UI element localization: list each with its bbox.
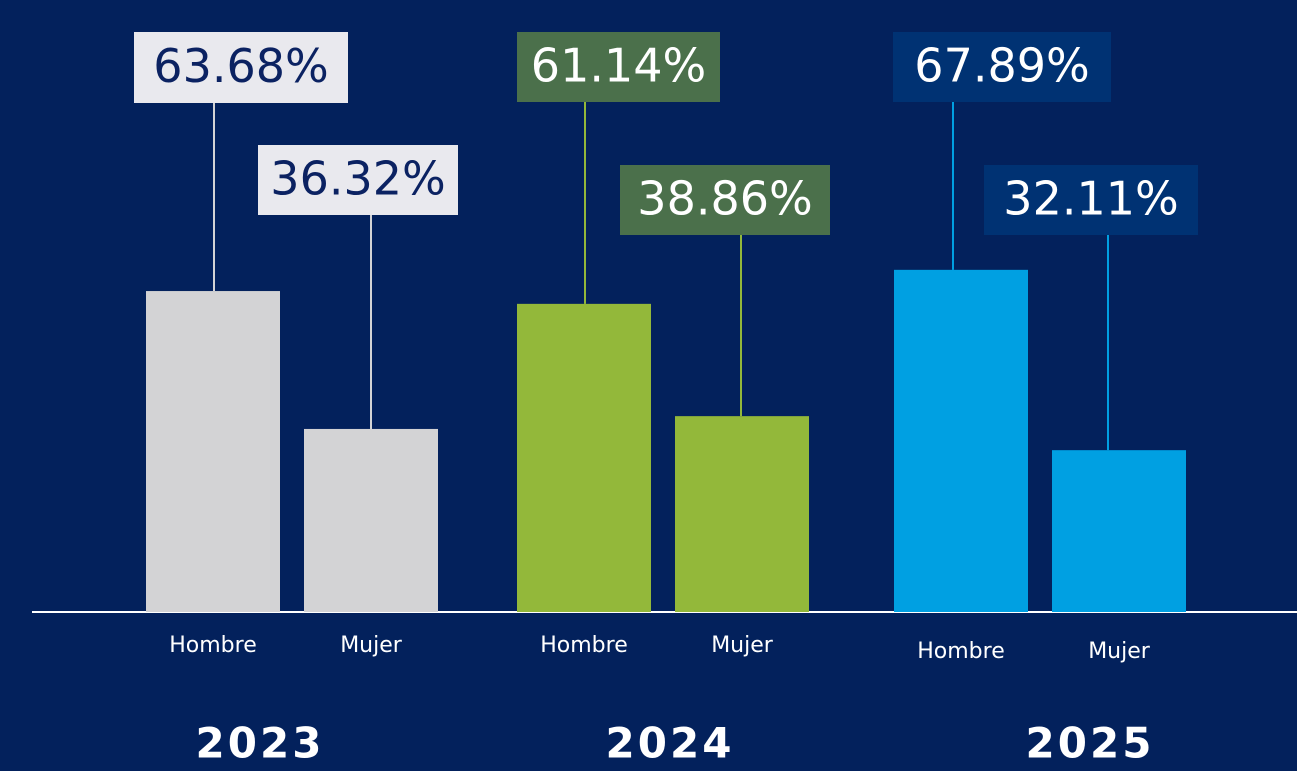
value-label: 63.68% bbox=[153, 39, 328, 93]
value-label-box bbox=[984, 165, 1198, 235]
category-label: Hombre bbox=[169, 633, 257, 658]
value-label-box bbox=[134, 32, 348, 103]
value-label: 38.86% bbox=[637, 172, 812, 226]
bar bbox=[894, 269, 1028, 612]
category-label: Hombre bbox=[540, 633, 628, 658]
category-label: Mujer bbox=[1088, 639, 1151, 664]
value-label: 67.89% bbox=[914, 39, 1089, 93]
category-label: Mujer bbox=[711, 633, 774, 658]
value-label: 32.11% bbox=[1003, 172, 1178, 226]
bar bbox=[1052, 450, 1186, 612]
bar bbox=[517, 303, 651, 612]
value-label-box bbox=[517, 32, 720, 102]
category-label: Mujer bbox=[340, 633, 403, 658]
value-label-box bbox=[893, 32, 1111, 102]
category-label: Hombre bbox=[917, 639, 1005, 664]
value-label-box bbox=[620, 165, 830, 235]
group-label: 2023 bbox=[196, 719, 325, 768]
value-label: 61.14% bbox=[531, 39, 706, 93]
bar bbox=[304, 428, 438, 612]
value-label: 36.32% bbox=[270, 152, 445, 206]
group-label: 2025 bbox=[1026, 719, 1155, 768]
bar bbox=[146, 291, 280, 612]
value-label-box bbox=[258, 145, 458, 215]
bar bbox=[675, 416, 809, 612]
group-label: 2024 bbox=[606, 719, 735, 768]
